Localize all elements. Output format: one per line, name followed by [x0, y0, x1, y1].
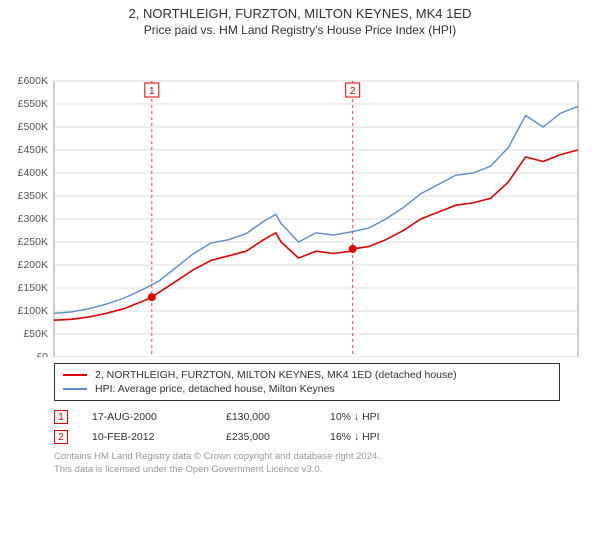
sale-marker-label: 2 — [350, 86, 356, 97]
legend-label: HPI: Average price, detached house, Milt… — [95, 383, 335, 395]
ytick-label: £350K — [18, 190, 48, 202]
ytick-label: £300K — [18, 213, 48, 225]
ytick-label: £0 — [36, 351, 48, 357]
sale-marker-label: 1 — [149, 86, 155, 97]
line-chart: £0 £50K £100K £150K £200K £250K £300K £350K £400… — [0, 37, 600, 357]
annotation-price: £130,000 — [226, 411, 306, 423]
ytick-label: £550K — [18, 98, 48, 110]
ytick-label: £50K — [23, 328, 48, 340]
annotation-date: 17-AUG-2000 — [92, 411, 202, 423]
legend-item: 2, NORTHLEIGH, FURZTON, MILTON KEYNES, M… — [63, 368, 551, 382]
ytick-label: £400K — [18, 167, 48, 179]
ytick-label: £500K — [18, 121, 48, 133]
chart-container: 2, NORTHLEIGH, FURZTON, MILTON KEYNES, M… — [0, 0, 600, 560]
footer-line-1: Contains HM Land Registry data © Crown c… — [54, 451, 560, 464]
ytick-label: £250K — [18, 236, 48, 248]
annotation-marker: 1 — [54, 410, 68, 424]
ytick-label: £600K — [18, 75, 48, 87]
legend-label: 2, NORTHLEIGH, FURZTON, MILTON KEYNES, M… — [95, 369, 457, 381]
ytick-label: £150K — [18, 282, 48, 294]
annotation-delta: 10% ↓ HPI — [330, 411, 430, 423]
annotation-date: 10-FEB-2012 — [92, 431, 202, 443]
ytick-label: £100K — [18, 305, 48, 317]
legend-swatch — [63, 388, 87, 390]
legend-swatch — [63, 374, 87, 376]
annotation-delta: 16% ↓ HPI — [330, 431, 430, 443]
chart-subtitle: Price paid vs. HM Land Registry's House … — [0, 21, 600, 37]
legend-item: HPI: Average price, detached house, Milt… — [63, 382, 551, 396]
annotation-price: £235,000 — [226, 431, 306, 443]
footer-line-2: This data is licensed under the Open Gov… — [54, 464, 560, 477]
annotation-marker: 2 — [54, 430, 68, 444]
annotation-row: 2 10-FEB-2012 £235,000 16% ↓ HPI — [54, 427, 560, 447]
ytick-label: £200K — [18, 259, 48, 271]
sales-annotation-table: 1 17-AUG-2000 £130,000 10% ↓ HPI 2 10-FEB-201… — [54, 407, 560, 447]
legend: 2, NORTHLEIGH, FURZTON, MILTON KEYNES, M… — [54, 363, 560, 401]
ytick-label: £450K — [18, 144, 48, 156]
annotation-row: 1 17-AUG-2000 £130,000 10% ↓ HPI — [54, 407, 560, 427]
chart-title: 2, NORTHLEIGH, FURZTON, MILTON KEYNES, M… — [0, 0, 600, 21]
footer-attribution: Contains HM Land Registry data © Crown c… — [54, 451, 560, 477]
